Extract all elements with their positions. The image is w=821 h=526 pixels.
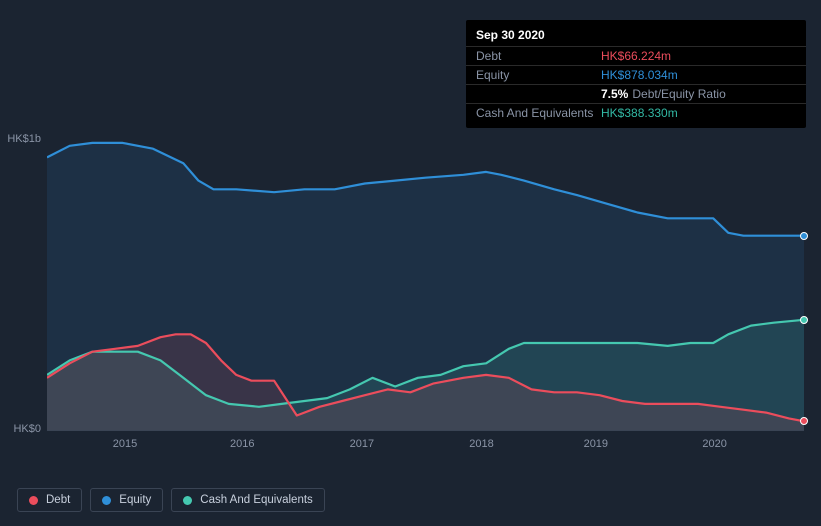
chart-baseline — [47, 430, 804, 431]
legend-item-cash-and-equivalents[interactable]: Cash And Equivalents — [171, 488, 325, 512]
tooltip-row-label: Debt — [476, 49, 601, 63]
x-axis-label: 2018 — [469, 438, 493, 450]
legend-dot-icon — [29, 496, 38, 505]
x-axis-label: 2020 — [702, 438, 726, 450]
legend-item-debt[interactable]: Debt — [17, 488, 82, 512]
legend-label: Equity — [119, 494, 151, 506]
legend-label: Cash And Equivalents — [200, 494, 313, 506]
y-axis-label: HK$1b — [3, 133, 41, 145]
x-axis-label: 2019 — [584, 438, 608, 450]
legend-label: Debt — [46, 494, 70, 506]
tooltip-row: EquityHK$878.034m — [466, 65, 806, 84]
tooltip-row-value: HK$878.034m — [601, 68, 678, 82]
chart-container: HK$1bHK$0 201520162017201820192020 — [17, 120, 804, 460]
x-axis-label: 2015 — [113, 438, 137, 450]
legend-item-equity[interactable]: Equity — [90, 488, 163, 512]
tooltip-row-value: HK$66.224m — [601, 49, 671, 63]
tooltip-date: Sep 30 2020 — [466, 26, 806, 46]
chart-plot-area[interactable] — [47, 140, 804, 430]
tooltip-row-value: HK$388.330m — [601, 106, 678, 120]
hover-marker — [800, 417, 808, 425]
legend-dot-icon — [183, 496, 192, 505]
tooltip-row-value: 7.5%Debt/Equity Ratio — [601, 87, 726, 101]
hover-tooltip: Sep 30 2020 DebtHK$66.224mEquityHK$878.0… — [466, 20, 806, 128]
chart-legend: Debt Equity Cash And Equivalents — [17, 488, 325, 512]
tooltip-row: DebtHK$66.224m — [466, 46, 806, 65]
tooltip-row: 7.5%Debt/Equity Ratio — [466, 84, 806, 103]
x-axis-label: 2017 — [350, 438, 374, 450]
y-axis-label: HK$0 — [3, 423, 41, 435]
legend-dot-icon — [102, 496, 111, 505]
x-axis-label: 2016 — [230, 438, 254, 450]
hover-marker — [800, 232, 808, 240]
tooltip-row-label: Equity — [476, 68, 601, 82]
tooltip-row-label: Cash And Equivalents — [476, 106, 601, 120]
hover-marker — [800, 316, 808, 324]
tooltip-row-label — [476, 87, 601, 101]
